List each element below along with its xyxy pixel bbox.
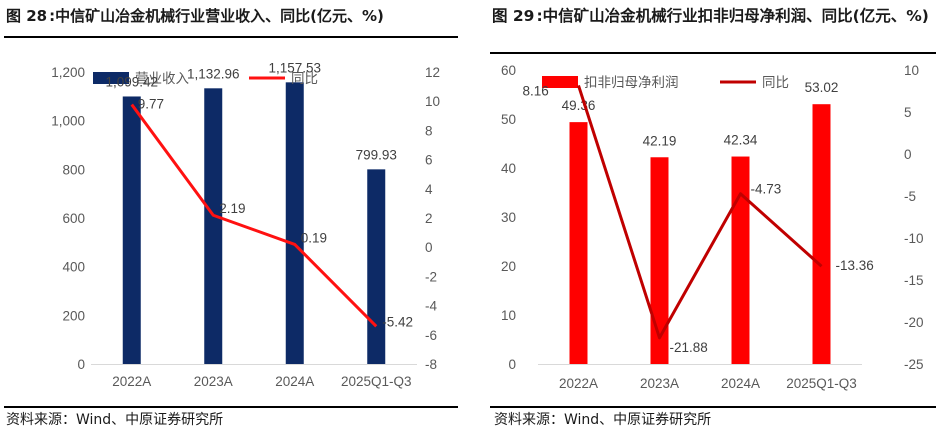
line-data-label: -13.36 (836, 258, 874, 273)
bar (204, 88, 223, 365)
line-data-label: -4.73 (751, 182, 782, 197)
chart-area: 0 10 20 30 40 50 60 -25 -20 -15 -10 -5 0 5 10 2022A 2023… (490, 56, 936, 402)
y-left-tick-label: 200 (62, 308, 85, 323)
bar (367, 169, 386, 364)
line-data-label: -5.42 (382, 314, 413, 329)
figure-title: 图 28:中信矿山冶金机械行业营业收入、同比(亿元、%) (6, 7, 384, 25)
y-right-tick-label: 5 (904, 105, 912, 120)
x-tick-label: 2025Q1-Q3 (341, 374, 412, 389)
y-right-tick-label: -25 (904, 357, 924, 372)
x-tick-label: 2024A (275, 374, 314, 389)
bar (731, 156, 750, 364)
chart-area: 0 200 400 600 800 1,000 1,200 -8 -6 -4 -2 0 2 4 6 8 10 12… (5, 40, 461, 402)
y-left-tick-label: 1,000 (51, 114, 85, 129)
bar-data-label: 42.19 (643, 133, 677, 148)
legend-label-bar: 扣非归母净利润 (584, 74, 679, 90)
y-right-tick-label: 2 (425, 211, 433, 226)
legend-label-line: 同比 (291, 71, 318, 86)
figure-title-text: 中信矿山冶金机械行业扣非归母净利润、同比(亿元、%) (542, 7, 929, 25)
legend-swatch-bar (542, 76, 578, 88)
line-data-label: 0.19 (301, 230, 327, 245)
y-left-tick-label: 0 (508, 357, 516, 372)
y-left-tick-label: 20 (501, 259, 516, 274)
x-tick-label: 2022A (559, 376, 598, 391)
y-right-tick-label: -15 (904, 273, 924, 288)
y-left-tick-label: 600 (62, 211, 85, 226)
y-right-tick-label: 4 (425, 182, 433, 197)
source-rule (4, 406, 458, 408)
title-rule (490, 52, 936, 54)
y-right-tick-label: -8 (425, 357, 437, 372)
x-tick-label: 2023A (194, 374, 233, 389)
y-right-tick-label: 0 (904, 147, 912, 162)
line-data-label: 9.77 (138, 97, 164, 112)
y-right-tick-label: 0 (425, 240, 433, 255)
bar (122, 96, 141, 364)
y-left-tick-label: 60 (501, 63, 516, 78)
y-left-tick-label: 40 (501, 161, 516, 176)
y-right-tick-label: -6 (425, 328, 437, 343)
y-right-tick-label: 6 (425, 153, 433, 168)
revenue-chart: 0 200 400 600 800 1,000 1,200 -8 -6 -4 -2 0 2 4 6 8 10 12… (51, 60, 440, 389)
y-left-tick-label: 1,200 (51, 65, 85, 80)
figure-number: 图 28 (6, 7, 48, 25)
y-left-tick-label: 0 (77, 357, 85, 372)
title-rule (4, 36, 458, 38)
figure-title-text: 中信矿山冶金机械行业营业收入、同比(亿元、%) (55, 7, 384, 25)
y-left-tick-label: 30 (501, 210, 516, 225)
y-right-tick-label: 12 (425, 65, 440, 80)
bar-data-label: 1,099.42 (105, 74, 158, 89)
bar (812, 104, 831, 364)
y-left-tick-label: 50 (501, 112, 516, 127)
source-note: 资料来源：Wind、中原证券研究所 (494, 412, 712, 428)
y-left-tick-label: 800 (62, 162, 85, 177)
bar (569, 122, 588, 364)
bar-data-label: 53.02 (805, 80, 839, 95)
bar-data-label: 1,157.53 (268, 60, 321, 75)
figure-29: 图 29:中信矿山冶金机械行业扣非归母净利润、同比(亿元、%) 0 10 20 30 4… (468, 0, 937, 434)
line-data-label: 2.19 (219, 201, 245, 216)
source-rule (490, 406, 936, 408)
series-line (130, 103, 378, 328)
line-data-label: -21.88 (670, 340, 708, 355)
bar (285, 82, 304, 365)
y-right-tick-label: -2 (425, 269, 437, 284)
series-line (577, 84, 823, 340)
bar (650, 157, 669, 364)
figure-number: 图 29 (492, 7, 535, 25)
y-right-tick-label: 8 (425, 123, 433, 138)
x-tick-label: 2023A (640, 376, 679, 391)
bar-data-label: 799.93 (356, 147, 397, 162)
x-tick-label: 2025Q1-Q3 (786, 376, 857, 391)
legend-swatch-bar (93, 72, 129, 84)
figure-title: 图 29:中信矿山冶金机械行业扣非归母净利润、同比(亿元、%) (492, 7, 929, 25)
y-left-tick-label: 400 (62, 260, 85, 275)
y-right-tick-label: -20 (904, 315, 924, 330)
y-left-tick-label: 10 (501, 308, 516, 323)
bar-data-label: 49.36 (562, 98, 596, 113)
y-right-tick-label: 10 (904, 63, 919, 78)
figure-28: 图 28:中信矿山冶金机械行业营业收入、同比(亿元、%) 0 200 400 600 8… (0, 0, 468, 434)
legend-label-line: 同比 (762, 75, 789, 90)
line-data-label: 8.16 (523, 83, 549, 98)
bar-data-label: 1,132.96 (187, 66, 240, 81)
y-right-tick-label: -4 (425, 299, 437, 314)
x-tick-label: 2024A (721, 376, 760, 391)
profit-chart: 0 10 20 30 40 50 60 -25 -20 -15 -10 -5 0 5 10 2022A 2023… (501, 63, 924, 391)
bar-data-label: 42.34 (724, 133, 758, 148)
y-right-tick-label: -10 (904, 231, 924, 246)
legend-label-bar: 营业收入 (135, 71, 189, 86)
y-right-tick-label: -5 (904, 189, 916, 204)
y-right-tick-label: 10 (425, 94, 440, 109)
x-tick-label: 2022A (112, 374, 151, 389)
source-note: 资料来源：Wind、中原证券研究所 (6, 412, 224, 428)
